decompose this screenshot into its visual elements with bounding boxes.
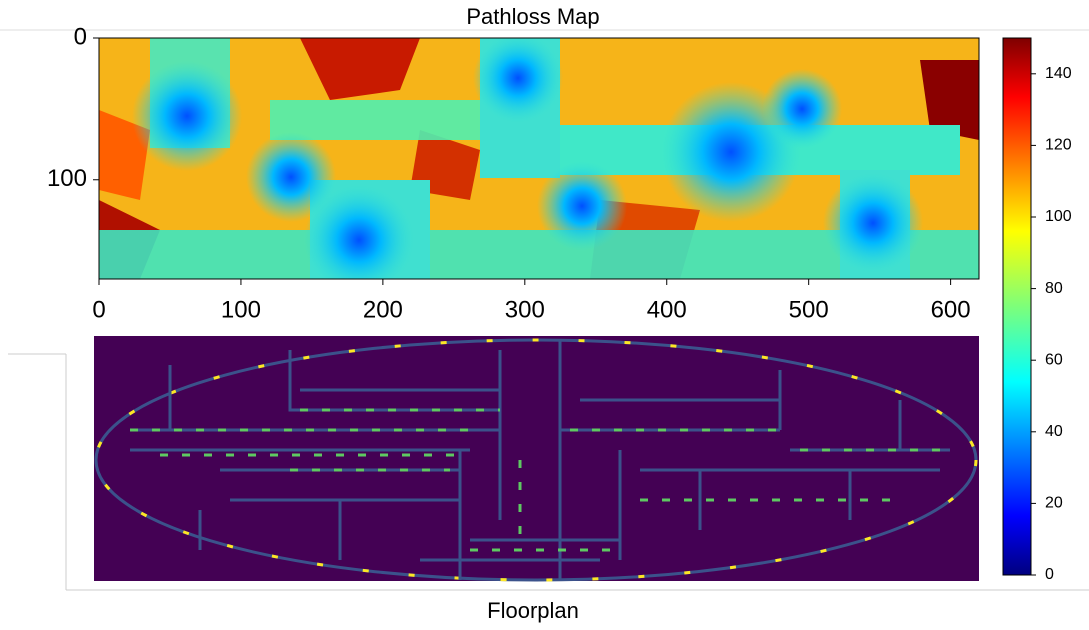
x-tick-label: 200: [363, 296, 403, 323]
x-tick-label: 300: [505, 296, 545, 323]
y-tick-label: 0: [74, 23, 87, 50]
colorbar-tick-label: 60: [1045, 351, 1063, 368]
x-tick-label: 500: [789, 296, 829, 323]
x-tick-label: 0: [92, 296, 105, 323]
map-axes: 0 100 200 300 400 500 600 0 100: [47, 23, 971, 323]
x-tick-label: 100: [221, 296, 261, 323]
colorbar: [1002, 37, 1032, 576]
y-tick-label: 100: [47, 165, 87, 192]
colorbar-tick-label: 20: [1045, 495, 1063, 512]
floorplan-title: Floorplan: [487, 598, 579, 623]
colorbar-tick-label: 40: [1045, 423, 1063, 440]
map-title: Pathloss Map: [466, 4, 599, 29]
colorbar-tick-label: 80: [1045, 280, 1063, 297]
floorplan-image: [94, 336, 979, 582]
colorbar-tick-label: 0: [1045, 566, 1054, 583]
colorbar-tick-label: 120: [1045, 137, 1072, 154]
x-tick-label: 400: [647, 296, 687, 323]
map-frame: [98, 37, 980, 280]
x-tick-label: 600: [931, 296, 971, 323]
heatmap: [99, 38, 979, 279]
colorbar-tick-label: 140: [1045, 65, 1072, 82]
colorbar-axis: 0 20 40 60 80 100 120 140: [1031, 65, 1072, 583]
colorbar-tick-label: 100: [1045, 208, 1072, 225]
